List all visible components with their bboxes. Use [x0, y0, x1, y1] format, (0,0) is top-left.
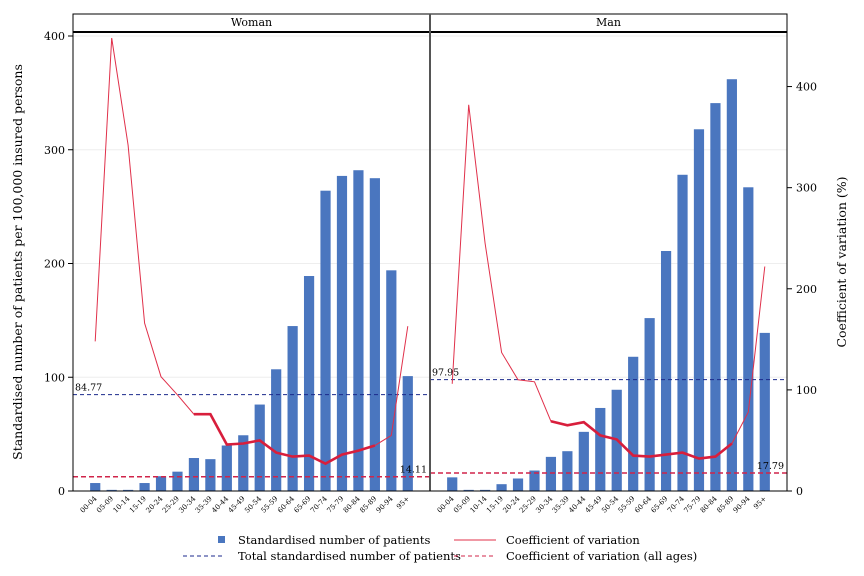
bar-woman-05-09	[106, 489, 117, 491]
bar-man-00-04	[447, 477, 458, 491]
bar-woman-50-54	[254, 404, 265, 491]
bar-woman-85-89	[369, 178, 380, 491]
bar-woman-30-34	[188, 458, 200, 491]
bar-man-30-34	[545, 456, 557, 491]
bar-man-45-49	[595, 407, 606, 491]
legend-label-cv-all: Coefficient of variation (all ages)	[506, 549, 697, 563]
y-left-tick-label-200: 200	[44, 258, 65, 271]
y-right-tick-label-200: 200	[796, 283, 817, 296]
panel-title-man: Man	[596, 16, 621, 29]
legend-label-patients: Standardised number of patients	[238, 533, 430, 547]
bar-woman-60-64	[287, 326, 298, 491]
bar-man-40-44	[578, 431, 589, 491]
legend: Standardised number of patients Coeffici…	[183, 533, 697, 563]
legend-label-cv: Coefficient of variation	[506, 533, 640, 547]
cv-all-label-man: 17.79	[757, 461, 784, 472]
bar-man-70-74	[677, 174, 688, 491]
bar-man-60-64	[644, 318, 655, 491]
bar-woman-75-79	[336, 175, 348, 491]
bar-woman-35-39	[205, 459, 216, 491]
bar-woman-45-49	[238, 435, 249, 491]
bar-woman-65-69	[303, 276, 315, 491]
y-left-tick-label-100: 100	[44, 371, 65, 384]
bar-woman-10-14	[123, 489, 134, 491]
y-right-tick-label-300: 300	[796, 182, 817, 195]
bar-man-20-24	[512, 478, 524, 491]
bar-woman-20-24	[155, 476, 167, 491]
bar-man-85-89	[726, 79, 737, 491]
y-axis-left-label: Standardised number of patients per 100,…	[10, 64, 25, 460]
bar-man-95+	[759, 332, 770, 491]
y-right-tick-label-100: 100	[796, 384, 817, 397]
bar-man-65-69	[660, 250, 672, 491]
plot-layer: 84.7714.1100-0405-0910-1415-1920-2425-29…	[44, 13, 817, 515]
legend-label-total: Total standardised number of patients	[238, 549, 461, 563]
bar-woman-95+	[402, 376, 413, 491]
panel-title-woman: Woman	[231, 16, 272, 29]
cv-all-label-woman: 14.11	[400, 465, 427, 476]
bar-woman-00-04	[90, 483, 101, 491]
bar-man-25-29	[529, 470, 540, 491]
total-label-woman: 84.77	[75, 383, 102, 394]
bar-woman-70-74	[320, 190, 331, 491]
bar-woman-40-44	[221, 445, 232, 491]
cv-line-highlight-man	[550, 419, 733, 460]
y-left-tick-label-0: 0	[58, 485, 65, 498]
y-left-tick-label-400: 400	[44, 30, 65, 43]
y-axis-right-label: Coefficient of variation (%)	[834, 176, 849, 347]
bar-man-05-09	[463, 489, 474, 491]
bar-woman-80-84	[353, 170, 364, 491]
bar-man-10-14	[480, 489, 491, 491]
bar-woman-15-19	[139, 483, 150, 491]
y-right-tick-label-0: 0	[796, 485, 803, 498]
bar-man-80-84	[710, 103, 721, 492]
y-left-tick-label-300: 300	[44, 144, 65, 157]
y-right-tick-label-400: 400	[796, 81, 817, 94]
cv-line-highlight-woman	[193, 412, 376, 466]
bar-man-55-59	[628, 356, 639, 491]
legend-swatch-patients	[218, 536, 225, 543]
bar-man-35-39	[562, 451, 573, 491]
bar-woman-55-59	[271, 369, 282, 491]
total-label-man: 97.95	[432, 368, 459, 379]
bar-man-90-94	[743, 187, 754, 491]
bar-man-75-79	[693, 129, 705, 491]
bar-man-15-19	[496, 484, 507, 491]
bar-woman-25-29	[172, 471, 183, 491]
bar-woman-90-94	[386, 270, 397, 491]
